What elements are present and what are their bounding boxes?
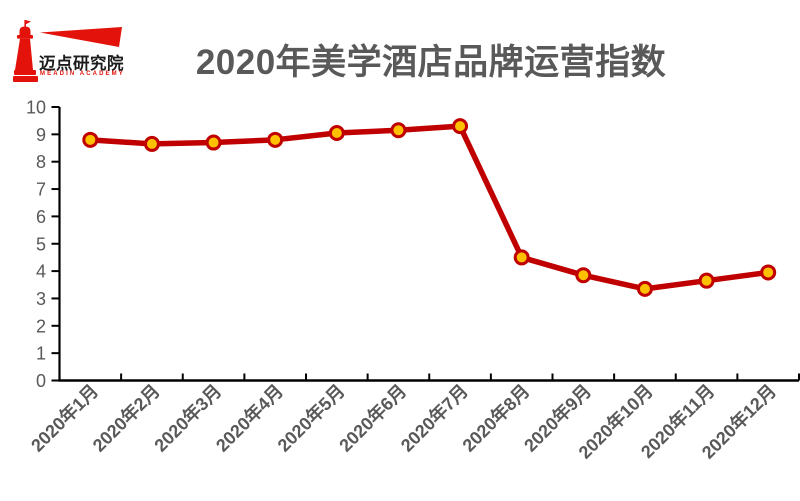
light-beam-icon	[40, 27, 122, 47]
chart-title: 2020年美学酒店品牌运营指数	[195, 43, 667, 82]
y-axis-label: 7	[36, 180, 46, 200]
data-point	[267, 131, 284, 148]
y-axis-label: 9	[36, 125, 46, 145]
data-point	[143, 135, 160, 152]
lighthouse-logo-icon	[13, 20, 122, 82]
y-axis-label: 5	[36, 234, 46, 254]
data-point	[390, 122, 407, 139]
data-point	[760, 264, 777, 281]
line-chart: 0123456789102020年1月2020年2月2020年3月2020年4月…	[26, 98, 800, 463]
header: 迈点研究院 MEADIN ACADEMY 2020年美学酒店品牌运营指数	[0, 0, 800, 95]
brand-name-cn: 迈点研究院	[39, 55, 124, 73]
y-axis-label: 1	[36, 344, 46, 364]
lighthouse-icon	[13, 20, 38, 82]
data-point	[575, 267, 592, 284]
brand-name-en: MEADIN ACADEMY	[40, 71, 125, 77]
data-point	[205, 134, 222, 151]
y-axis-label: 3	[36, 289, 46, 309]
y-axis-label: 6	[36, 207, 46, 227]
data-point	[452, 118, 469, 135]
y-axis-label: 10	[26, 98, 46, 118]
y-axis-label: 8	[36, 152, 46, 172]
data-point	[82, 131, 99, 148]
y-axis-label: 2	[36, 316, 46, 336]
y-axis-label: 4	[36, 262, 46, 282]
data-line	[87, 123, 771, 292]
brand-logo: 迈点研究院 MEADIN ACADEMY	[13, 16, 139, 86]
data-point	[636, 280, 653, 297]
y-axis-label: 0	[36, 371, 46, 391]
data-point	[328, 124, 345, 141]
data-point	[513, 249, 530, 266]
data-point	[698, 272, 715, 289]
